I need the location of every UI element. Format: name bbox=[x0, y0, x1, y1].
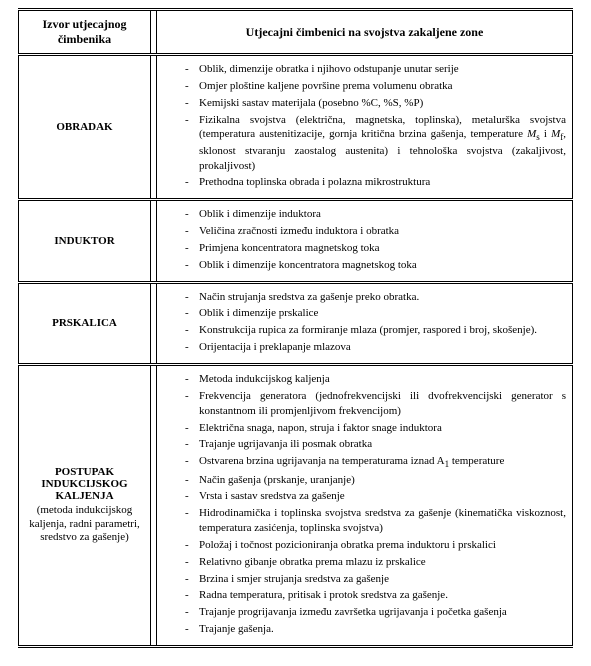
list-item: Oblik i dimenzije induktora bbox=[185, 207, 566, 224]
list-item: Položaj i točnost pozicioniranja obratka… bbox=[185, 538, 566, 555]
list-item: Konstrukcija rupica za formiranje mlaza … bbox=[185, 323, 566, 340]
list-item: Ostvarena brzina ugrijavanja na temperat… bbox=[185, 454, 566, 472]
table-row: OBRADAK Oblik, dimenzije obratka i njihov… bbox=[19, 55, 573, 200]
row-label: POSTUPAK INDUKCIJSKOG KALJENJA(metoda in… bbox=[19, 364, 151, 646]
list-item: Način strujanja sredstva za gašenje prek… bbox=[185, 290, 566, 307]
list-item: Oblik i dimenzije prskalice bbox=[185, 306, 566, 323]
factor-list: Metoda indukcijskog kaljenjaFrekvencija … bbox=[163, 372, 566, 639]
row-label-text: POSTUPAK INDUKCIJSKOG KALJENJA bbox=[41, 466, 127, 502]
row-content: Način strujanja sredstva za gašenje prek… bbox=[157, 282, 573, 364]
table-row: INDUKTOR Oblik i dimenzije induktoraVelič… bbox=[19, 200, 573, 282]
list-item: Veličina zračnosti između induktora i ob… bbox=[185, 224, 566, 241]
list-item: Radna temperatura, pritisak i protok sre… bbox=[185, 588, 566, 605]
list-item: Fizikalna svojstva (električna, magnetsk… bbox=[185, 113, 566, 176]
page-root: Izvor utjecajnog čimbenika Utjecajni čim… bbox=[0, 0, 591, 666]
row-content: Metoda indukcijskog kaljenjaFrekvencija … bbox=[157, 364, 573, 646]
list-item: Metoda indukcijskog kaljenja bbox=[185, 372, 566, 389]
table-row: POSTUPAK INDUKCIJSKOG KALJENJA(metoda in… bbox=[19, 364, 573, 646]
factors-table: Izvor utjecajnog čimbenika Utjecajni čim… bbox=[18, 8, 573, 648]
list-item: Primjena koncentratora magnetskog toka bbox=[185, 241, 566, 258]
factor-list: Način strujanja sredstva za gašenje prek… bbox=[163, 290, 566, 357]
list-item: Trajanje progrijavanja između završetka … bbox=[185, 605, 566, 622]
table-header-row: Izvor utjecajnog čimbenika Utjecajni čim… bbox=[19, 10, 573, 55]
header-col-source: Izvor utjecajnog čimbenika bbox=[19, 10, 151, 55]
row-label: INDUKTOR bbox=[19, 200, 151, 282]
list-item: Prethodna toplinska obrada i polazna mik… bbox=[185, 175, 566, 192]
table-row: PRSKALICA Način strujanja sredstva za gaš… bbox=[19, 282, 573, 364]
list-item: Oblik, dimenzije obratka i njihovo odstu… bbox=[185, 62, 566, 79]
list-item: Trajanje ugrijavanja ili posmak obratka bbox=[185, 437, 566, 454]
list-item: Frekvencija generatora (jednofrekvencijs… bbox=[185, 389, 566, 421]
list-item: Električna snaga, napon, struja i faktor… bbox=[185, 421, 566, 438]
list-item: Kemijski sastav materijala (posebno %C, … bbox=[185, 96, 566, 113]
row-content: Oblik, dimenzije obratka i njihovo odstu… bbox=[157, 55, 573, 200]
list-item: Omjer ploštine kaljene površine prema vo… bbox=[185, 79, 566, 96]
table-body: OBRADAK Oblik, dimenzije obratka i njihov… bbox=[19, 55, 573, 647]
row-label: PRSKALICA bbox=[19, 282, 151, 364]
list-item: Brzina i smjer strujanja sredstva za gaš… bbox=[185, 572, 566, 589]
row-label-text: OBRADAK bbox=[56, 121, 112, 133]
list-item: Način gašenja (prskanje, uranjanje) bbox=[185, 473, 566, 490]
list-item: Oblik i dimenzije koncentratora magnetsk… bbox=[185, 258, 566, 275]
list-item: Orijentacija i preklapanje mlazova bbox=[185, 340, 566, 357]
list-item: Relativno gibanje obratka prema mlazu iz… bbox=[185, 555, 566, 572]
list-item: Trajanje gašenja. bbox=[185, 622, 566, 639]
row-label-text: INDUKTOR bbox=[54, 235, 114, 247]
row-label: OBRADAK bbox=[19, 55, 151, 200]
row-content: Oblik i dimenzije induktoraVeličina zrač… bbox=[157, 200, 573, 282]
list-item: Hidrodinamička i toplinska svojstva sred… bbox=[185, 506, 566, 538]
factor-list: Oblik i dimenzije induktoraVeličina zrač… bbox=[163, 207, 566, 274]
list-item: Vrsta i sastav sredstva za gašenje bbox=[185, 489, 566, 506]
factor-list: Oblik, dimenzije obratka i njihovo odstu… bbox=[163, 62, 566, 192]
row-label-text: PRSKALICA bbox=[52, 317, 117, 329]
row-label-subtext: (metoda indukcijskog kaljenja, radni par… bbox=[25, 504, 144, 545]
header-col-factors: Utjecajni čimbenici na svojstva zakaljen… bbox=[157, 10, 573, 55]
